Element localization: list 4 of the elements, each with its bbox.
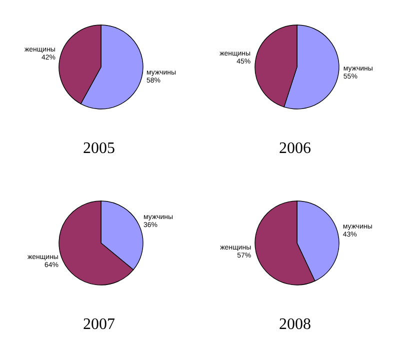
text: 2005 xyxy=(82,140,116,158)
text: 2007 xyxy=(82,316,116,334)
text: 2006 xyxy=(278,140,312,158)
text: 2008 xyxy=(278,316,312,334)
